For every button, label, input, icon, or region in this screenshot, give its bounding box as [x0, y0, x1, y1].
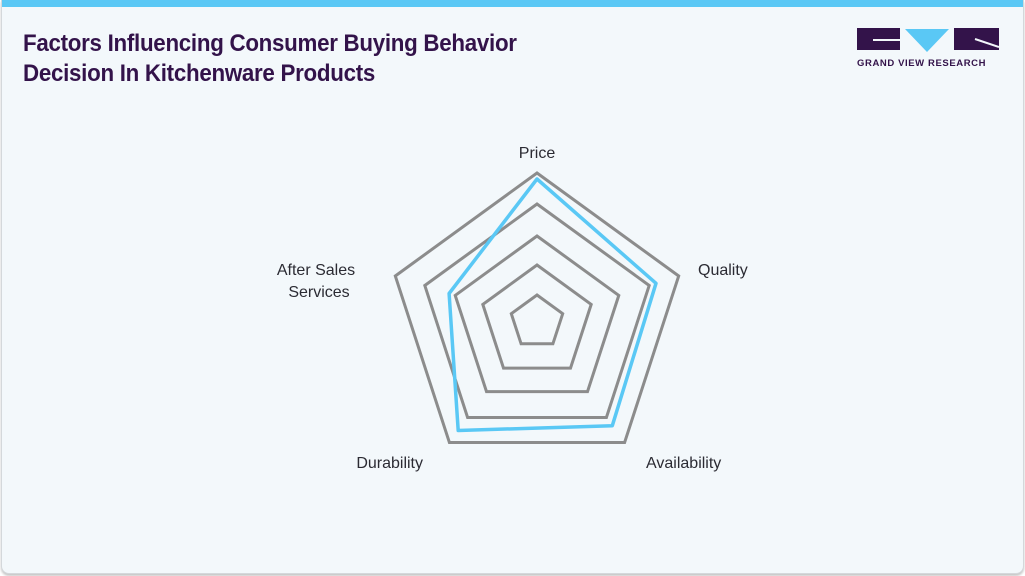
logo-text: GRAND VIEW RESEARCH — [857, 58, 987, 69]
gvr-logo-icon — [857, 28, 1000, 52]
axis-label-durability: Durability — [356, 455, 423, 472]
radar-grid — [393, 171, 681, 444]
title-line-1: Factors Influencing Consumer Buying Beha… — [23, 30, 517, 57]
radar-ring-1 — [509, 293, 565, 346]
axis-label-availability: Availability — [646, 455, 721, 472]
radar-series-polygon — [447, 177, 658, 433]
radar-ring-3 — [453, 234, 621, 394]
grand-view-research-logo: GRAND VIEW RESEARCH — [857, 28, 1002, 69]
title-line-2: Decision In Kitchenware Products — [23, 60, 376, 87]
accent-bar — [2, 0, 1023, 7]
radar-ring-5 — [393, 171, 681, 444]
axis-label-price: Price — [519, 145, 556, 162]
radar-ring-2 — [481, 263, 593, 370]
radar-ring-4 — [423, 202, 651, 419]
axis-label-after-sales-line2: Services — [288, 284, 349, 301]
page-title: Factors Influencing Consumer Buying Beha… — [23, 29, 517, 89]
axis-label-after-sales-line1: After Sales — [277, 262, 355, 279]
axis-label-quality: Quality — [698, 262, 748, 279]
